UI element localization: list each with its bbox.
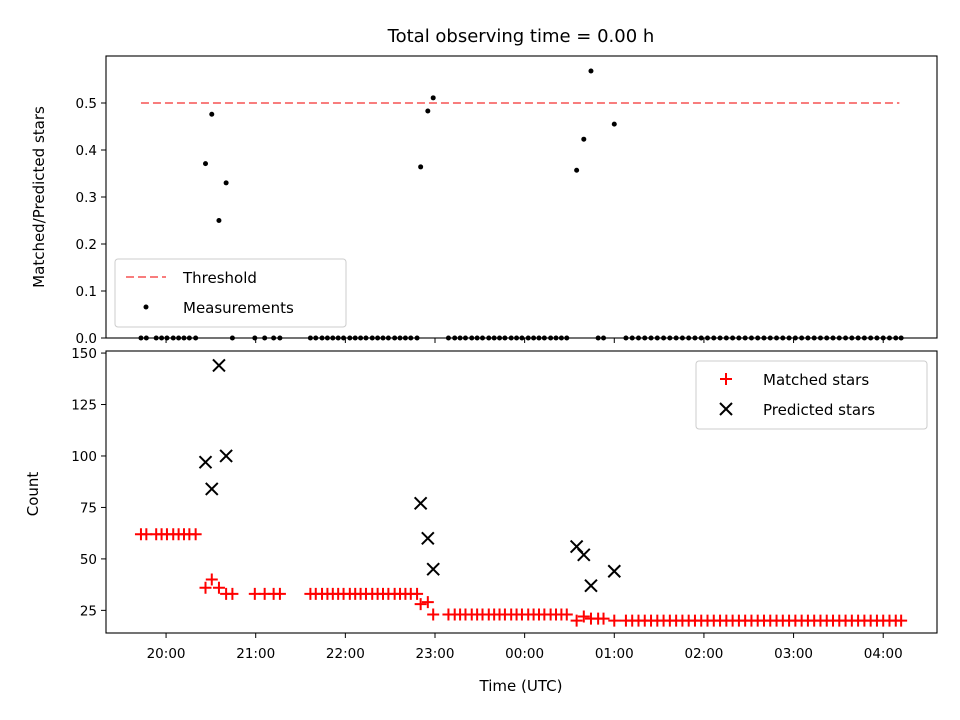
x-tick-label: 22:00 [326,646,365,662]
matched-stars-point [421,596,434,609]
matched-stars-point [189,528,202,541]
legend-predicted-swatch [719,402,733,416]
top-y-tick-label: 0.3 [76,190,97,206]
x-tick-label: 21:00 [236,646,275,662]
measurement-point [430,95,436,101]
x-tick-label: 00:00 [505,646,544,662]
top-legend: Threshold Measurements [114,258,347,328]
top-y-tick-label: 0.4 [76,143,97,159]
measurement-point [588,68,594,74]
bottom-legend-box [695,360,928,430]
bottom-y-tick-label: 75 [80,500,97,516]
bottom-x-ticks: 20:00 21:00 22:00 23:00 00:00 01:00 02:00 03:00… [147,633,903,662]
legend-measurements-label: Measurements [183,299,294,317]
measurement-point [418,164,424,170]
top-axes-frame [105,55,938,339]
bottom-y-tick-label: 150 [71,346,97,362]
bottom-y-tick-label: 50 [80,552,97,568]
x-tick-label: 02:00 [684,646,723,662]
predicted-stars-point [212,358,226,373]
bottom-y-tick-label: 100 [71,449,97,465]
matched-stars-point [273,587,286,600]
predicted-stars-point [607,564,621,578]
ratio-panel: Total observing time = 0.00 h Matched/Pr… [30,26,938,347]
predicted-stars-point [421,531,435,546]
predicted-stars-point [198,455,213,469]
predicted-stars-point [205,482,219,496]
bottom-y-tick-label: 25 [80,603,97,619]
measurement-point [574,167,580,173]
matched-stars-point [414,598,427,611]
measurement-point [223,180,229,186]
x-tick-label: 23:00 [416,646,455,662]
legend-predicted-label: Predicted stars [763,401,875,419]
legend-matched-swatch [720,373,732,385]
matched-stars-point [427,608,440,621]
chart-title: Total observing time = 0.00 h [387,26,655,47]
bottom-y-ticks: 25 50 75 100 125 150 [71,346,106,619]
matched-stars-point [597,612,610,625]
top-y-tick-label: 0.0 [76,331,97,347]
legend-measurements-swatch [143,304,149,310]
top-legend-box [114,258,347,328]
predicted-stars-point [413,496,428,511]
measurement-point [209,111,215,117]
x-axis-label: Time (UTC) [479,677,563,695]
measurement-point [216,218,222,223]
bottom-y-tick-label: 125 [71,398,97,414]
matched-stars-point [205,573,218,586]
top-y-axis-label: Matched/Predicted stars [30,106,48,288]
count-panel: Count Time (UTC) 25 50 75 100 125 150 20:00 21… [24,346,938,695]
top-y-tick-label: 0.1 [76,284,97,300]
measurement-point [425,108,431,114]
measurement-point [581,136,587,142]
bottom-legend: Matched stars Predicted stars [695,360,928,430]
matched-stars-point [577,610,590,623]
predicted-stars-point [426,562,440,576]
x-tick-label: 01:00 [595,646,634,662]
x-tick-label: 20:00 [147,646,186,662]
top-y-tick-label: 0.2 [76,237,97,253]
measurement-point [611,121,617,127]
predicted-stars-point [584,578,598,593]
top-y-tick-label: 0.5 [76,96,97,112]
matched-stars-point [212,581,225,594]
count-points [134,358,908,627]
bottom-y-axis-label: Count [24,472,42,517]
top-y-ticks: 0.0 0.1 0.2 0.3 0.4 0.5 [76,96,106,347]
matched-stars-point [608,614,621,627]
matched-stars-point [411,587,424,600]
matched-stars-point [895,614,908,627]
bottom-axes-frame [105,350,938,634]
measurement-point [203,161,209,167]
predicted-stars-point [577,548,591,562]
matched-stars-point [226,587,239,600]
matched-stars-point [560,608,573,621]
predicted-stars-point [219,449,233,463]
x-tick-label: 03:00 [774,646,813,662]
legend-threshold-label: Threshold [182,269,257,287]
matched-stars-point [199,581,212,594]
x-tick-label: 04:00 [864,646,903,662]
matched-stars-point [570,614,583,627]
legend-matched-label: Matched stars [763,371,869,389]
